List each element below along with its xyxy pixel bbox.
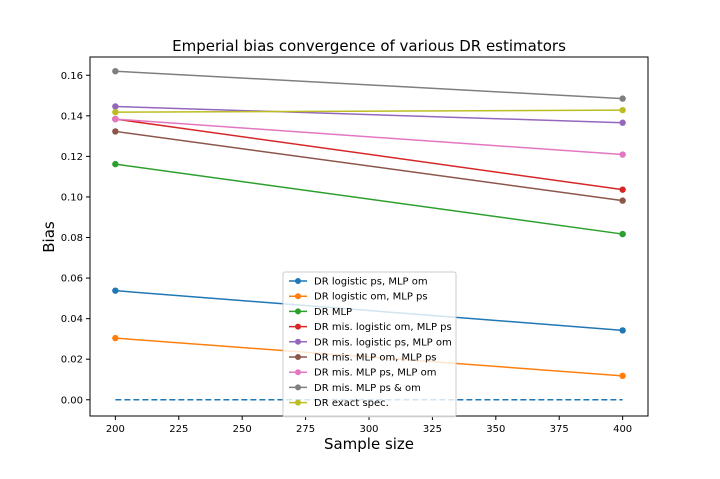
data-point [619,119,626,126]
legend-box [282,271,457,418]
x-tick-label: 400 [613,424,632,435]
series [112,115,626,193]
legend-label: DR mis. MLP ps & om [314,383,421,394]
series [112,160,626,238]
y-tick-label: 0.02 [61,355,83,366]
x-tick-label: 275 [296,424,315,435]
y-tick-label: 0.00 [61,395,83,406]
y-tick-label: 0.12 [61,152,83,163]
data-point [112,115,119,123]
data-point [112,108,119,116]
legend-swatch-marker [295,354,301,360]
y-axis-ticks: 0.00 0.02 0.04 0.06 0.08 0.10 0.12 0.14 0.16 [61,71,90,406]
legend-item: DR mis. MLP ps, MLP om [289,368,437,379]
x-tick-label: 300 [359,424,378,435]
series-line [115,118,623,191]
legend-item: DR logistic om, MLP ps [289,292,428,303]
legend-swatch-marker [295,278,301,284]
series-line [115,163,623,235]
data-point [619,327,626,334]
data-point [619,106,626,114]
y-tick-label: 0.04 [61,314,83,325]
legend-item: DR mis. MLP ps & om [289,383,421,394]
legend-label: DR mis. logistic om, MLP ps [314,322,452,333]
x-axis-label: Sample size [324,435,414,453]
legend-swatch-marker [295,323,301,330]
legend-label: DR mis. MLP ps, MLP om [314,368,437,379]
data-point [112,287,119,294]
series-line [115,70,623,100]
x-tick-label: 375 [550,424,569,435]
x-tick-label: 225 [169,424,188,435]
legend-swatch-marker [295,399,301,406]
legend-label: DR logistic ps, MLP om [314,277,428,288]
legend-item: DR logistic ps, MLP om [289,277,428,288]
legend-item: DR mis. logistic om, MLP ps [289,322,452,333]
legend-swatch-marker [295,308,301,315]
legend-item: DR mis. MLP om, MLP ps [289,353,437,364]
legend-item: DR mis. logistic ps, MLP om [289,337,452,348]
series-line [115,109,623,113]
legend-swatch-marker [295,338,301,345]
x-axis-ticks: 200 225 250 275 300 325 350 375 400 [106,416,632,435]
series [112,115,626,158]
legend-label: DR logistic om, MLP ps [314,292,428,303]
data-point [619,372,626,380]
x-tick-label: 250 [233,424,252,435]
data-point [619,95,626,102]
data-point [619,151,626,158]
legend-swatch-marker [295,293,301,300]
data-point [619,230,626,238]
y-axis-label: Bias [40,221,58,253]
data-point [112,160,119,168]
series-line [115,118,623,156]
x-tick-label: 325 [423,424,442,435]
legend-label: DR mis. logistic ps, MLP om [314,337,452,348]
legend-label: DR exact spec. [314,398,389,409]
series [112,67,626,102]
series-line [115,130,623,202]
data-point [112,67,119,75]
data-point [112,334,119,342]
x-tick-label: 350 [486,424,505,435]
chart-title: Emperial bias convergence of various DR … [172,37,566,55]
series [112,103,626,126]
series [112,128,626,204]
data-point [112,103,119,110]
y-tick-label: 0.10 [61,192,83,203]
data-point [619,197,626,204]
legend-swatch-marker [295,384,301,391]
y-tick-label: 0.14 [61,111,83,122]
legend-item: DR MLP [289,307,352,318]
legend-label: DR MLP [314,307,352,318]
legend-label: DR mis. MLP om, MLP ps [314,353,437,364]
y-tick-label: 0.08 [61,233,83,244]
x-tick-label: 200 [106,424,125,435]
data-point [112,128,119,135]
legend-item: DR exact spec. [289,398,389,409]
y-tick-label: 0.16 [61,71,83,82]
legend: DR logistic ps, MLP om DR logistic om, ML… [282,271,457,418]
data-point [619,186,626,193]
legend-swatch-marker [295,369,301,376]
y-tick-label: 0.06 [61,274,83,285]
series-line [115,105,623,124]
series [112,106,626,116]
